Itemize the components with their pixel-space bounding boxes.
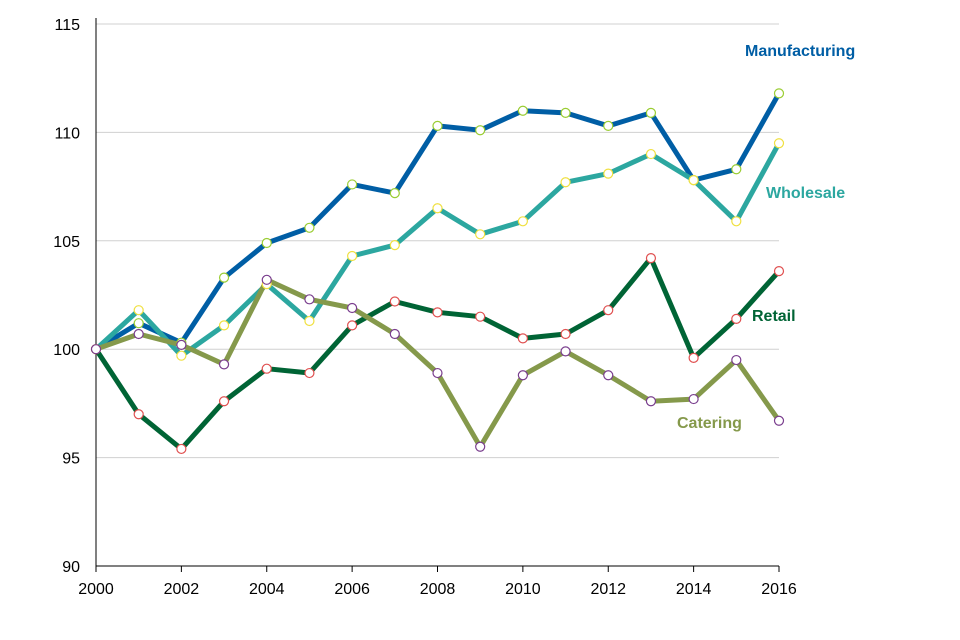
data-point-retail	[603, 305, 614, 316]
data-point-catering	[517, 370, 528, 381]
series-markers	[90, 88, 785, 455]
x-tick-label: 2002	[164, 581, 200, 598]
data-point-manufacturing	[432, 120, 443, 131]
series-label-wholesale: Wholesale	[766, 185, 845, 202]
data-point-catering	[475, 441, 486, 452]
data-point-catering	[603, 370, 614, 381]
data-point-manufacturing	[347, 179, 358, 190]
data-point-wholesale	[603, 168, 614, 179]
data-point-manufacturing	[218, 272, 230, 283]
data-point-manufacturing	[603, 120, 614, 131]
data-point-wholesale	[432, 203, 443, 214]
data-point-catering	[731, 354, 742, 366]
x-tick-label: 2004	[249, 581, 285, 598]
data-point-manufacturing	[517, 105, 528, 116]
series-label-catering: Catering	[677, 415, 742, 432]
data-point-catering	[176, 339, 187, 350]
data-point-catering	[432, 367, 443, 379]
x-tick-label: 2008	[420, 581, 456, 598]
y-tick-label: 105	[53, 234, 80, 251]
data-point-catering	[389, 328, 400, 340]
y-tick-label: 110	[54, 125, 80, 142]
data-point-retail	[475, 311, 486, 322]
x-tick-label: 2016	[761, 581, 797, 598]
data-point-retail	[560, 328, 571, 340]
series-lines	[93, 90, 782, 452]
x-tick-label: 2012	[590, 581, 626, 598]
data-point-retail	[389, 296, 400, 307]
data-point-wholesale	[133, 305, 144, 316]
y-tick-label: 90	[62, 559, 80, 576]
data-point-wholesale	[645, 148, 657, 160]
data-point-catering	[90, 344, 102, 355]
data-point-wholesale	[347, 250, 358, 262]
series-label-manufacturing: Manufacturing	[745, 43, 855, 60]
x-tick-label: 2010	[505, 581, 541, 598]
series-label-retail: Retail	[752, 308, 796, 325]
data-point-manufacturing	[389, 188, 400, 199]
data-point-wholesale	[688, 174, 699, 186]
data-point-manufacturing	[560, 107, 571, 118]
data-point-retail	[347, 320, 358, 331]
data-point-catering	[645, 396, 657, 407]
data-point-wholesale	[304, 315, 315, 327]
data-point-manufacturing	[133, 318, 144, 329]
data-point-catering	[218, 359, 230, 370]
data-point-wholesale	[389, 240, 400, 251]
data-point-manufacturing	[645, 107, 657, 118]
data-point-wholesale	[731, 216, 742, 227]
data-point-retail	[133, 409, 144, 420]
data-point-retail	[176, 443, 187, 455]
data-point-retail	[304, 367, 315, 379]
x-tick-label: 2014	[676, 581, 712, 598]
data-point-catering	[133, 328, 144, 340]
y-tick-label: 95	[62, 451, 80, 468]
data-point-retail	[688, 352, 699, 363]
series-labels: Manufacturing Wholesale Retail Catering	[677, 43, 855, 432]
data-point-retail	[432, 307, 443, 318]
data-point-retail	[731, 313, 742, 324]
data-point-catering	[688, 393, 699, 405]
data-point-manufacturing	[475, 125, 486, 136]
tick-labels: 90 95 100 105 110 115 2000 2002 2004 2006 2008 2010…	[53, 17, 797, 598]
data-point-manufacturing	[261, 237, 272, 249]
data-point-wholesale	[517, 216, 528, 227]
data-point-manufacturing	[773, 88, 785, 99]
data-point-retail	[261, 363, 272, 374]
gridlines	[96, 23, 779, 459]
data-point-catering	[261, 274, 272, 285]
data-point-wholesale	[218, 320, 230, 331]
x-tick-label: 2006	[334, 581, 370, 598]
data-point-manufacturing	[731, 164, 742, 175]
data-point-wholesale	[560, 177, 571, 188]
data-point-catering	[347, 302, 358, 314]
data-point-wholesale	[475, 229, 486, 240]
data-point-retail	[517, 333, 528, 344]
y-tick-label: 115	[54, 17, 80, 34]
data-point-wholesale	[773, 138, 785, 149]
data-point-retail	[645, 253, 657, 264]
data-point-catering	[560, 346, 571, 357]
data-point-catering	[773, 415, 785, 426]
data-point-manufacturing	[304, 222, 315, 233]
data-point-retail	[773, 266, 785, 277]
data-point-retail	[218, 396, 230, 407]
data-point-catering	[304, 294, 315, 305]
data-point-wholesale	[176, 350, 187, 361]
axes	[95, 18, 780, 572]
y-tick-label: 100	[53, 342, 80, 359]
x-tick-label: 2000	[78, 581, 114, 598]
